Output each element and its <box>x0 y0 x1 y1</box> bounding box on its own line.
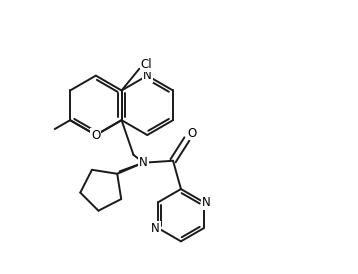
Text: N: N <box>202 196 211 209</box>
Text: N: N <box>139 156 148 169</box>
Text: O: O <box>91 129 101 141</box>
Text: O: O <box>187 127 197 139</box>
Text: N: N <box>143 69 152 82</box>
Text: N: N <box>151 222 160 235</box>
Text: Cl: Cl <box>140 58 152 71</box>
